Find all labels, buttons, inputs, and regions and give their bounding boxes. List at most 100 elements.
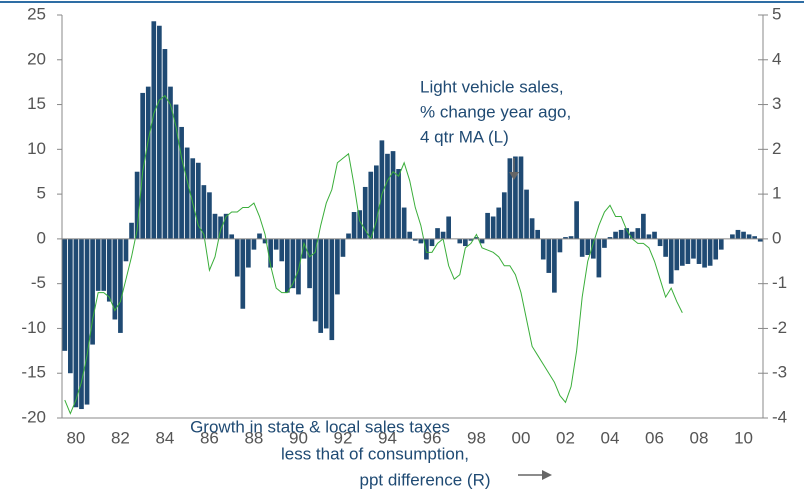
bar — [290, 238, 296, 289]
bar — [674, 238, 680, 271]
bar — [229, 234, 235, 239]
bar — [641, 213, 646, 239]
annotation: Growth in state & local sales taxes — [190, 417, 450, 436]
y2-tick-label: 5 — [772, 4, 781, 23]
bar — [635, 228, 641, 239]
bar — [246, 238, 251, 268]
bar — [618, 229, 624, 239]
y2-tick-label: 1 — [772, 184, 781, 203]
y-tick-label: 0 — [37, 228, 46, 247]
bar — [101, 238, 107, 291]
bar — [240, 238, 246, 309]
bar — [129, 222, 134, 239]
bar — [123, 238, 129, 262]
x-tick-label: 02 — [556, 428, 575, 447]
x-tick-label: 90 — [289, 428, 308, 447]
bar — [730, 234, 735, 239]
bar — [468, 238, 474, 241]
x-tick-label: 00 — [512, 428, 531, 447]
bar — [418, 238, 424, 244]
bar — [323, 238, 329, 329]
bar — [568, 236, 574, 239]
x-tick-label: 08 — [690, 428, 709, 447]
bar — [329, 238, 335, 341]
bar — [518, 156, 524, 239]
x-tick-label: 04 — [601, 428, 620, 447]
bar — [390, 151, 396, 239]
annotation: 4 qtr MA (L) — [420, 127, 509, 146]
bar — [463, 238, 468, 247]
bar — [184, 147, 190, 239]
y-tick-label: -10 — [21, 318, 46, 337]
bar — [312, 238, 318, 322]
bar — [485, 212, 490, 239]
bar — [535, 229, 541, 239]
x-tick-label: 10 — [734, 428, 753, 447]
bar — [607, 237, 613, 239]
bar — [663, 238, 668, 257]
bar — [457, 238, 463, 244]
x-tick-label: 06 — [645, 428, 664, 447]
bar — [362, 186, 368, 239]
bar — [524, 189, 529, 239]
bar — [268, 238, 273, 268]
bar — [757, 238, 763, 242]
y-tick-label: 25 — [27, 4, 46, 23]
bar — [357, 210, 362, 239]
bar — [173, 104, 179, 239]
bar — [340, 238, 346, 257]
bar — [284, 238, 290, 293]
bar — [540, 238, 546, 260]
bar — [296, 238, 301, 295]
bar — [435, 228, 440, 239]
x-tick-label: 94 — [378, 428, 397, 447]
bar — [507, 158, 513, 239]
y2-tick-label: 4 — [772, 49, 781, 68]
bar — [596, 238, 602, 278]
bar — [735, 229, 741, 239]
bar — [529, 218, 535, 239]
bar — [234, 238, 240, 277]
bar — [207, 192, 212, 239]
annotation: ppt difference (R) — [359, 470, 490, 489]
y2-tick-label: 0 — [772, 228, 781, 247]
arrow-head — [542, 470, 552, 480]
bar — [251, 238, 257, 250]
bar — [195, 162, 201, 239]
bar — [546, 238, 552, 273]
bar — [668, 238, 674, 284]
bar — [657, 238, 663, 247]
bar — [563, 237, 568, 239]
bar — [168, 86, 173, 239]
bar — [335, 238, 340, 295]
annotation: % change year ago, — [420, 102, 571, 121]
x-tick-label: 88 — [244, 428, 263, 447]
bar — [602, 238, 607, 248]
bar — [429, 238, 435, 247]
bar — [140, 92, 146, 239]
bar — [691, 238, 696, 259]
bar — [707, 238, 713, 266]
x-tick-label: 80 — [66, 428, 85, 447]
y2-tick-label: -1 — [772, 273, 787, 292]
y2-tick-label: -2 — [772, 318, 787, 337]
y-tick-label: -20 — [21, 407, 46, 426]
bar — [552, 238, 557, 293]
bar — [652, 231, 657, 239]
bar — [412, 238, 418, 241]
bar — [474, 237, 479, 239]
bar — [557, 238, 563, 253]
y-tick-label: 15 — [27, 94, 46, 113]
bar — [401, 207, 407, 239]
bar — [679, 238, 685, 266]
bar — [496, 207, 502, 239]
annotation: less that of consumption, — [281, 444, 469, 463]
bar — [190, 158, 196, 239]
y-tick-label: 20 — [27, 49, 46, 68]
bar — [68, 238, 73, 374]
bar — [752, 236, 757, 239]
y2-tick-label: 3 — [772, 94, 781, 113]
bar — [629, 231, 635, 239]
bar — [501, 192, 507, 239]
x-tick-label: 98 — [467, 428, 486, 447]
